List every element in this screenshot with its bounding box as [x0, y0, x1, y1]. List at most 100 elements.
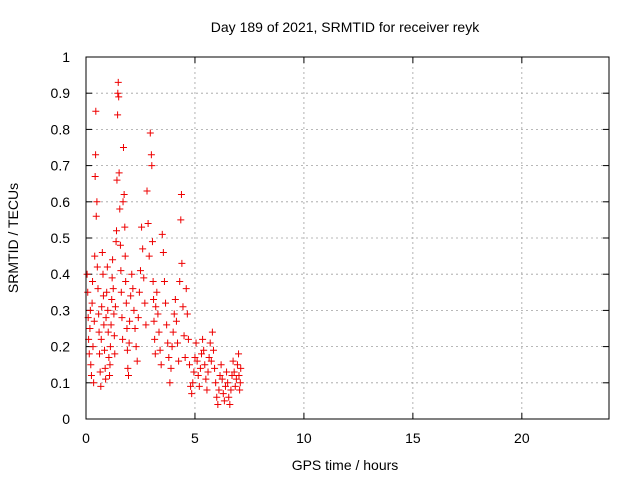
x-tick-label: 5: [191, 430, 199, 446]
data-point: [169, 328, 177, 336]
data-point: [232, 375, 240, 383]
data-point: [86, 306, 94, 314]
data-point: [119, 335, 127, 343]
data-point: [106, 372, 114, 380]
data-point: [150, 296, 158, 304]
data-point: [112, 238, 120, 246]
data-point: [167, 364, 175, 372]
data-point: [179, 303, 187, 311]
data-point: [131, 325, 139, 332]
data-point: [118, 314, 126, 322]
data-point: [119, 198, 127, 206]
data-point: [190, 368, 198, 376]
data-point: [156, 346, 164, 354]
data-point: [111, 350, 119, 358]
data-point: [160, 277, 168, 285]
y-tick-label: 0: [62, 411, 70, 427]
data-point: [140, 274, 148, 282]
data-point: [197, 350, 205, 358]
data-point: [203, 386, 211, 394]
data-point: [105, 353, 113, 361]
data-point: [134, 314, 142, 322]
chart-title: Day 189 of 2021, SRMTID for receiver rey…: [211, 19, 480, 35]
data-point: [99, 270, 107, 278]
data-point: [162, 299, 170, 307]
data-point: [121, 223, 129, 231]
data-point: [91, 252, 99, 260]
y-tick-label: 0.9: [51, 85, 71, 101]
data-point: [146, 129, 154, 137]
data-point: [122, 299, 130, 307]
data-point: [228, 372, 236, 380]
data-point: [143, 187, 151, 195]
data-point: [103, 263, 111, 271]
data-point: [92, 107, 100, 115]
data-point: [100, 321, 108, 329]
data-point: [230, 368, 238, 376]
data-point: [85, 350, 93, 358]
plot-frame: [85, 56, 610, 420]
data-point: [221, 382, 229, 390]
data-point: [153, 288, 161, 296]
data-point: [152, 303, 160, 311]
data-point: [151, 335, 159, 343]
data-point: [92, 212, 100, 220]
grid: [86, 57, 609, 419]
data-point: [181, 353, 189, 361]
data-point: [88, 299, 96, 307]
data-point: [108, 274, 116, 282]
data-point: [166, 379, 174, 387]
data-point: [176, 277, 184, 285]
data-point: [172, 317, 180, 325]
data-point: [215, 386, 223, 394]
data-point: [174, 339, 182, 347]
y-tick-label: 0.7: [51, 158, 71, 174]
data-point: [171, 296, 179, 304]
data-point: [116, 205, 124, 213]
data-point: [120, 191, 128, 199]
data-point: [207, 357, 215, 365]
data-point: [236, 386, 244, 394]
data-point: [235, 372, 243, 380]
data-point: [93, 198, 101, 206]
data-point: [151, 350, 159, 358]
x-tick-label: 10: [296, 430, 312, 446]
data-point: [177, 191, 185, 199]
data-point: [177, 216, 185, 224]
data-point: [96, 350, 104, 358]
data-point: [106, 343, 114, 351]
data-point: [183, 310, 191, 318]
data-point: [138, 223, 146, 231]
data-point: [95, 328, 103, 336]
data-point: [98, 303, 106, 311]
data-point: [217, 361, 225, 369]
data-point: [206, 339, 214, 347]
data-point: [159, 248, 167, 256]
data-point: [110, 332, 118, 340]
data-point: [86, 325, 94, 332]
data-point: [108, 296, 116, 304]
data-point: [225, 393, 233, 401]
data-point: [129, 285, 137, 293]
data-point: [148, 162, 156, 170]
data-point: [113, 176, 121, 184]
y-tick-labels: 0 0.1 0.2 0.3 0.4 0.5 0.6 0.7 0.8 0.9 1: [51, 49, 71, 427]
data-point: [195, 382, 203, 390]
data-point: [204, 368, 212, 376]
data-point: [123, 325, 131, 332]
data-point: [91, 172, 99, 180]
data-point: [97, 382, 105, 390]
data-point: [180, 332, 188, 340]
data-point: [114, 89, 122, 97]
data-point: [90, 317, 98, 325]
data-point: [219, 390, 227, 398]
data-point: [113, 227, 121, 235]
data-point: [102, 314, 110, 322]
data-point: [121, 252, 129, 260]
y-axis-label: SRMTID / TECUs: [5, 183, 21, 293]
data-point: [95, 310, 103, 318]
data-point: [99, 292, 107, 300]
data-point: [178, 259, 186, 267]
data-point: [194, 372, 202, 380]
